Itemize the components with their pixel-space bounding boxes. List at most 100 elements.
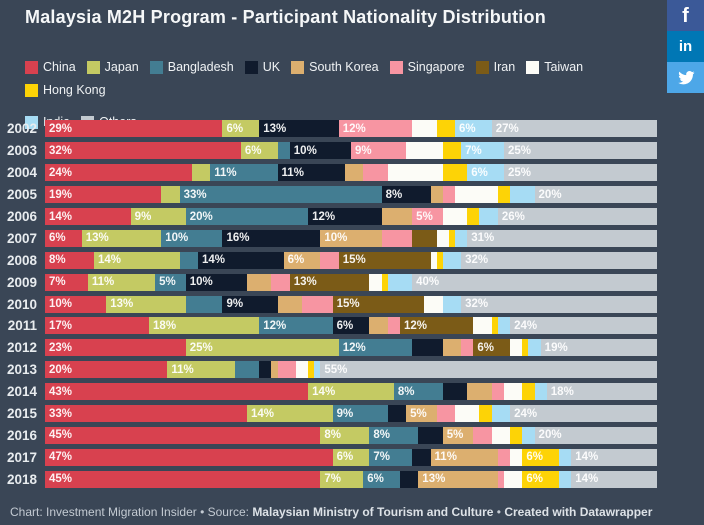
bar-segment-china[interactable]: 33% xyxy=(45,405,247,423)
bar-segment-india[interactable] xyxy=(387,273,413,291)
bar-segment-singapore[interactable] xyxy=(461,339,474,357)
bar-segment-uk[interactable] xyxy=(387,405,407,423)
bar-segment-south-korea[interactable] xyxy=(271,361,278,379)
bar-segment-china[interactable]: 32% xyxy=(45,142,241,160)
bar-segment-singapore[interactable] xyxy=(277,361,296,379)
bar-segment-hong-kong[interactable] xyxy=(497,186,511,204)
bar-segment-china[interactable]: 10% xyxy=(45,295,107,313)
bar-segment-singapore[interactable] xyxy=(473,426,492,444)
bar-segment-india[interactable] xyxy=(442,251,462,269)
legend-item-south-korea[interactable]: South Korea xyxy=(291,60,379,74)
bar-segment-china[interactable]: 19% xyxy=(45,186,162,204)
bar-segment-india[interactable] xyxy=(491,405,511,423)
bar-segment-bangladesh[interactable]: 12% xyxy=(338,339,413,357)
bar-segment-taiwan[interactable] xyxy=(503,383,523,401)
bar-segment-china[interactable]: 29% xyxy=(45,120,223,138)
bar-segment-singapore[interactable] xyxy=(497,448,511,466)
bar-segment-south-korea[interactable] xyxy=(277,295,302,313)
bar-segment-hong-kong[interactable] xyxy=(442,164,468,182)
bar-segment-japan[interactable]: 11% xyxy=(167,361,235,379)
legend-item-singapore[interactable]: Singapore xyxy=(389,60,465,74)
bar-segment-south-korea[interactable] xyxy=(430,186,443,204)
bar-segment-hong-kong[interactable] xyxy=(448,229,455,247)
bar-segment-bangladesh[interactable] xyxy=(185,295,223,313)
bar-segment-bangladesh[interactable]: 5% xyxy=(155,273,186,291)
bar-segment-others[interactable]: 55% xyxy=(320,361,657,379)
bar-segment-india[interactable] xyxy=(479,208,498,225)
bar-segment-taiwan[interactable] xyxy=(406,142,443,160)
bar-segment-india[interactable]: 7% xyxy=(461,142,504,160)
bar-segment-india[interactable] xyxy=(314,361,321,379)
bar-segment-japan[interactable]: 11% xyxy=(87,273,156,291)
bar-segment-taiwan[interactable] xyxy=(442,208,468,225)
bar-segment-south-korea[interactable] xyxy=(369,317,388,335)
bar-segment-iran[interactable]: 13% xyxy=(289,273,370,291)
bar-segment-south-korea[interactable] xyxy=(442,339,462,357)
legend-item-iran[interactable]: Iran xyxy=(475,60,515,74)
bar-segment-china[interactable]: 45% xyxy=(45,470,321,488)
bar-segment-japan[interactable] xyxy=(191,164,211,182)
bar-segment-singapore[interactable] xyxy=(387,317,400,335)
bar-segment-south-korea[interactable] xyxy=(246,273,272,291)
bar-segment-japan[interactable]: 7% xyxy=(320,470,364,488)
bar-segment-taiwan[interactable] xyxy=(510,448,523,466)
bar-segment-india[interactable] xyxy=(559,448,572,466)
bar-segment-singapore[interactable] xyxy=(436,405,456,423)
twitter-share-button[interactable] xyxy=(667,62,704,93)
bar-segment-india[interactable] xyxy=(454,229,468,247)
bar-segment-uk[interactable] xyxy=(418,426,443,444)
bar-segment-uk[interactable]: 11% xyxy=(277,164,345,182)
bar-segment-bangladesh[interactable]: 6% xyxy=(363,470,400,488)
bar-segment-singapore[interactable] xyxy=(442,186,455,204)
bar-segment-south-korea[interactable]: 10% xyxy=(320,229,382,247)
bar-segment-japan[interactable]: 14% xyxy=(308,383,394,401)
bar-segment-others[interactable]: 25% xyxy=(503,164,657,182)
legend-item-japan[interactable]: Japan xyxy=(86,60,139,74)
bar-segment-south-korea[interactable] xyxy=(344,164,364,182)
bar-segment-hong-kong[interactable] xyxy=(522,383,535,401)
bar-segment-china[interactable]: 14% xyxy=(45,208,131,225)
bar-segment-iran[interactable] xyxy=(412,229,437,247)
linkedin-share-button[interactable]: in xyxy=(667,31,704,62)
bar-segment-bangladesh[interactable]: 9% xyxy=(332,405,388,423)
bar-segment-china[interactable]: 20% xyxy=(45,361,168,379)
bar-segment-hong-kong[interactable]: 6% xyxy=(522,448,560,466)
bar-segment-taiwan[interactable] xyxy=(387,164,443,182)
bar-segment-uk[interactable]: 10% xyxy=(185,273,247,291)
bar-segment-china[interactable]: 43% xyxy=(45,383,309,401)
bar-segment-japan[interactable]: 25% xyxy=(185,339,339,357)
bar-segment-others[interactable]: 26% xyxy=(497,208,657,225)
bar-segment-taiwan[interactable] xyxy=(491,426,511,444)
bar-segment-china[interactable]: 47% xyxy=(45,448,333,466)
bar-segment-hong-kong[interactable] xyxy=(442,142,462,160)
bar-segment-uk[interactable]: 10% xyxy=(289,142,351,160)
bar-segment-hong-kong[interactable]: 6% xyxy=(522,470,560,488)
bar-segment-uk[interactable]: 9% xyxy=(222,295,278,313)
bar-segment-iran[interactable]: 15% xyxy=(338,251,431,269)
bar-segment-hong-kong[interactable] xyxy=(381,273,388,291)
legend-item-china[interactable]: China xyxy=(25,60,76,74)
bar-segment-south-korea[interactable]: 5% xyxy=(442,426,474,444)
bar-segment-others[interactable]: 24% xyxy=(510,405,657,423)
bar-segment-bangladesh[interactable]: 11% xyxy=(210,164,278,182)
bar-segment-bangladesh[interactable]: 33% xyxy=(179,186,382,204)
bar-segment-india[interactable] xyxy=(534,383,547,401)
bar-segment-china[interactable]: 45% xyxy=(45,426,321,444)
bar-segment-singapore[interactable] xyxy=(381,229,413,247)
bar-segment-hong-kong[interactable] xyxy=(467,208,480,225)
bar-segment-hong-kong[interactable] xyxy=(436,251,443,269)
bar-segment-singapore[interactable]: 12% xyxy=(338,120,413,138)
bar-segment-singapore[interactable] xyxy=(271,273,290,291)
bar-segment-china[interactable]: 8% xyxy=(45,251,94,269)
bar-segment-india[interactable]: 6% xyxy=(455,120,492,138)
bar-segment-taiwan[interactable] xyxy=(455,186,498,204)
bar-segment-singapore[interactable] xyxy=(320,251,339,269)
bar-segment-singapore[interactable]: 9% xyxy=(350,142,407,160)
bar-segment-india[interactable] xyxy=(510,186,535,204)
bar-segment-others[interactable]: 20% xyxy=(534,186,657,204)
legend-item-hong-kong[interactable]: Hong Kong xyxy=(25,83,106,97)
bar-segment-taiwan[interactable] xyxy=(295,361,309,379)
bar-segment-japan[interactable] xyxy=(161,186,180,204)
bar-segment-bangladesh[interactable]: 10% xyxy=(161,229,223,247)
bar-segment-china[interactable]: 24% xyxy=(45,164,192,182)
